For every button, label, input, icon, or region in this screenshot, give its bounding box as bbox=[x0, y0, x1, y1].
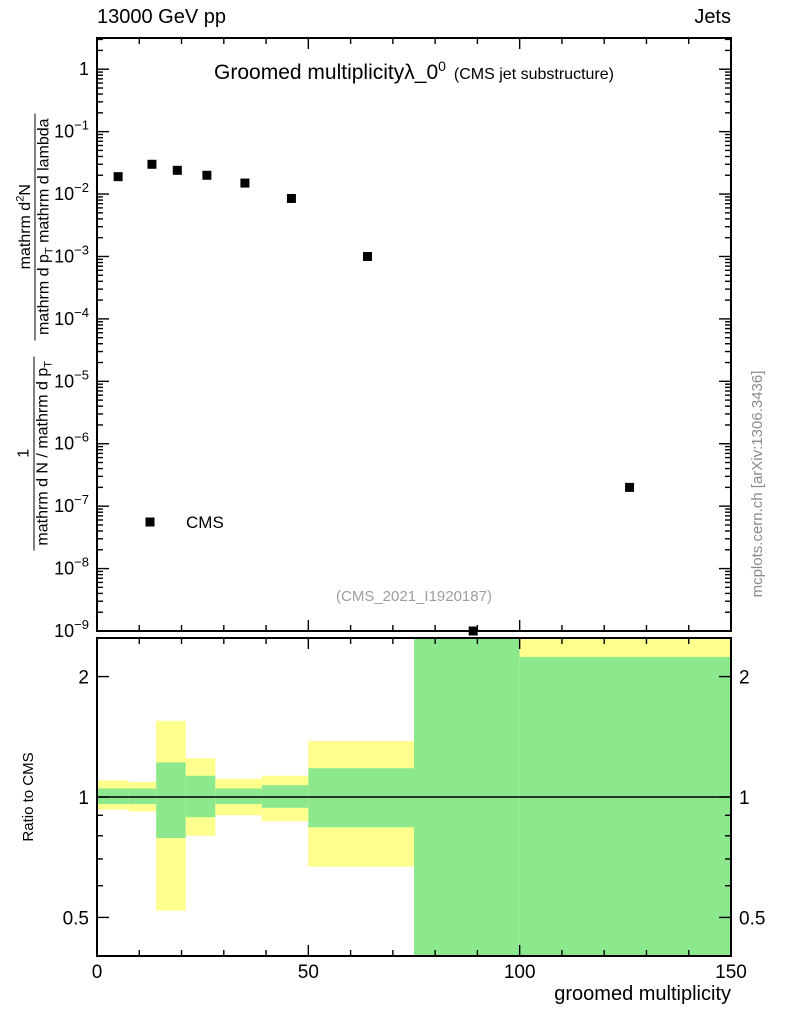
ratio-tick-label-left: 2 bbox=[78, 668, 89, 689]
uncertainty-band-green bbox=[519, 656, 731, 956]
x-axis-tick-label: 50 bbox=[298, 962, 319, 983]
analysis-group-label: Jets bbox=[694, 6, 731, 28]
legend-marker bbox=[145, 517, 155, 527]
data-point bbox=[202, 170, 212, 180]
title-superscript: 0 bbox=[438, 58, 446, 74]
ylabel-frac1-den-sub-T: T bbox=[42, 361, 55, 368]
x-axis-label: groomed multiplicity bbox=[554, 983, 731, 1005]
ylabel-frac1-numerator: 1 bbox=[15, 356, 35, 551]
data-point bbox=[172, 165, 182, 175]
ylabel-frac2-num-text-b: N bbox=[16, 184, 34, 196]
legend-entry-cms: CMS bbox=[186, 513, 224, 532]
plot-header: 13000 GeV pp Jets bbox=[97, 6, 731, 29]
title-lambda: λ bbox=[404, 61, 415, 84]
ratio-tick-label-right: 1 bbox=[739, 788, 750, 809]
main-plot-frame bbox=[96, 37, 732, 632]
ylabel-frac1-denominator: mathrm d N / mathrm d pT bbox=[35, 356, 56, 551]
data-point bbox=[113, 172, 123, 182]
x-axis-tick-label: 150 bbox=[715, 962, 747, 983]
data-point bbox=[468, 626, 478, 636]
ylabel-frac2-num-sup-2: 2 bbox=[14, 195, 27, 202]
ylabel-frac2-denominator: mathrm d pT mathrm d lambda bbox=[36, 113, 57, 340]
beam-energy-label: 13000 GeV pp bbox=[97, 6, 226, 28]
title-suffix: (CMS jet substructure) bbox=[453, 66, 614, 83]
main-y-axis-label: 1 mathrm d N / mathrm d pT mathrm d2N ma… bbox=[10, 35, 62, 630]
ylabel-frac2-num-text: mathrm d bbox=[16, 201, 34, 270]
ylabel-frac2-den-text-b: mathrm d lambda bbox=[35, 118, 53, 248]
ylabel-frac1-den-text: mathrm d N / mathrm d p bbox=[34, 367, 52, 546]
analysis-id-watermark: (CMS_2021_I1920187) bbox=[336, 588, 492, 605]
title-main-text: Groomed multiplicity bbox=[214, 61, 405, 84]
mcplots-credit-label: mcplots.cern.ch [arXiv:1306.3436] bbox=[749, 370, 766, 598]
ylabel-frac2-numerator: mathrm d2N bbox=[14, 113, 36, 341]
y-axis-tick-label: 10−4 bbox=[54, 305, 89, 329]
ylabel-fraction-2: mathrm d2N mathrm d pT mathrm d lambda bbox=[14, 113, 57, 341]
ratio-tick-label-right: 0.5 bbox=[739, 908, 765, 929]
data-point bbox=[625, 482, 635, 492]
plot-title: Groomed multiplicityλ_00 (CMS jet substru… bbox=[97, 58, 731, 85]
x-axis-tick-label: 100 bbox=[504, 962, 536, 983]
x-axis-tick-label: 0 bbox=[92, 962, 103, 983]
y-axis-tick-label: 10−6 bbox=[54, 430, 89, 454]
uncertainty-band-green bbox=[156, 762, 186, 838]
data-point bbox=[147, 159, 157, 169]
y-axis-tick-label: 1 bbox=[79, 59, 89, 79]
ratio-tick-label-right: 2 bbox=[739, 668, 750, 689]
ylabel-fraction-1: 1 mathrm d N / mathrm d pT bbox=[15, 356, 55, 551]
title-subscript: _0 bbox=[414, 61, 439, 84]
ratio-tick-label-left: 1 bbox=[78, 788, 89, 809]
data-point bbox=[286, 193, 296, 203]
ratio-y-axis-label: Ratio to CMS bbox=[20, 752, 37, 842]
ylabel-frac2-den-sub-T: T bbox=[44, 247, 57, 255]
ylabel-frac2-den-text: mathrm d p bbox=[35, 254, 53, 336]
data-point bbox=[363, 251, 373, 261]
ratio-tick-label-left: 0.5 bbox=[63, 908, 89, 929]
data-point bbox=[240, 178, 250, 188]
